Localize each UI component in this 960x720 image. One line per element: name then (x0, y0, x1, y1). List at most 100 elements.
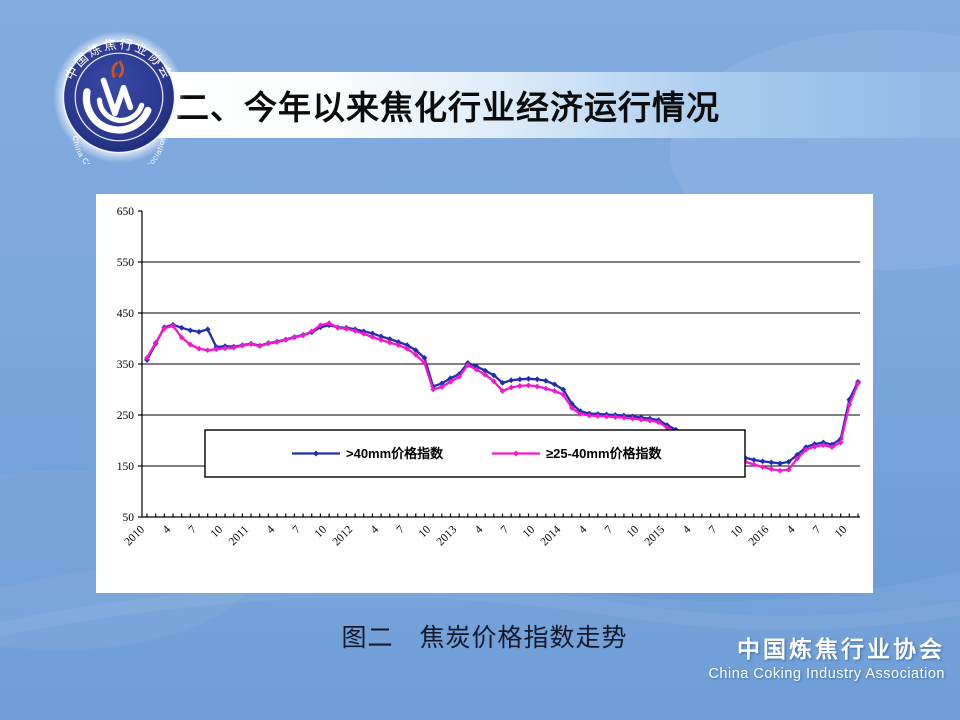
x-tick-label: 7 (707, 523, 720, 536)
data-point-marker (291, 334, 298, 341)
data-point-marker (187, 327, 194, 334)
data-point-marker (369, 330, 376, 337)
x-tick-label: 10 (729, 523, 746, 540)
data-point-marker (785, 459, 792, 465)
data-point-marker (551, 388, 558, 394)
data-point-marker (490, 378, 497, 385)
data-point-marker (516, 376, 523, 383)
data-point-marker (430, 386, 437, 393)
data-point-marker (256, 343, 263, 350)
data-point-marker (785, 466, 792, 473)
logo-emblem (82, 60, 152, 134)
data-point-marker (499, 379, 506, 386)
data-point-marker (161, 325, 168, 332)
x-tick-label: 4 (473, 523, 486, 536)
legend-label: >40mm价格指数 (346, 446, 444, 461)
x-tick-label: 10 (833, 523, 850, 540)
data-point-marker (404, 345, 411, 352)
data-point-marker (603, 413, 610, 420)
legend: >40mm价格指数 ≥25-40mm价格指数 (204, 429, 746, 478)
data-point-marker (525, 382, 532, 389)
slide-title: 二、今年以来焦化行业经济运行情况 (176, 91, 720, 127)
y-tick-label: 450 (117, 308, 135, 320)
x-tick-label: 7 (811, 523, 824, 536)
data-point-marker (629, 415, 636, 422)
data-point-marker (412, 347, 419, 354)
data-point-marker (178, 324, 185, 331)
figure-caption: 图二 焦炭价格指数走势 (341, 625, 628, 652)
data-point-marker (421, 360, 428, 366)
data-point-marker (542, 377, 549, 384)
legend-marker (513, 450, 519, 457)
series-1 (144, 320, 861, 474)
data-point-marker (516, 383, 523, 389)
data-point-marker (482, 367, 489, 374)
data-point-marker (777, 460, 783, 467)
data-point-marker (759, 458, 766, 465)
data-point-marker (352, 327, 358, 334)
data-point-marker (594, 413, 601, 419)
data-point-marker (751, 461, 757, 468)
data-point-marker (829, 444, 835, 451)
y-tick-label: 150 (117, 461, 135, 473)
data-point-marker (438, 384, 445, 390)
logo-flame (111, 60, 124, 78)
legend-marker (313, 450, 319, 457)
x-tick-label: 7 (395, 523, 408, 536)
data-point-marker (568, 404, 575, 411)
data-point-marker (144, 354, 150, 361)
data-point-marker (204, 326, 211, 333)
data-point-marker (542, 385, 549, 392)
data-point-marker (811, 443, 818, 450)
data-point-marker (404, 342, 411, 349)
x-tick-label: 10 (625, 523, 642, 540)
data-point-marker (204, 347, 211, 354)
y-tick-label: 50 (123, 512, 135, 524)
data-point-marker (759, 464, 766, 470)
data-point-marker (213, 346, 220, 353)
wave-line (0, 583, 960, 637)
data-point-marker (326, 320, 332, 327)
x-tick-label: 10 (417, 523, 434, 540)
data-point-marker (820, 442, 827, 448)
x-tick-label: 2010 (122, 523, 147, 548)
x-tick-labels: 2010 4 7 10 2011 4 7 10 2012 4 7 10 2013 4 7 10 2014 4 7 10… (122, 523, 849, 548)
x-tick-label: 2011 (227, 523, 252, 548)
data-point-marker (265, 340, 272, 347)
x-tick-label: 4 (681, 523, 694, 536)
x-tick-label: 10 (313, 523, 330, 540)
data-point-marker (412, 351, 419, 358)
footer-org-en: China Coking Industry Association (708, 666, 945, 682)
x-tick-label: 7 (603, 523, 616, 536)
data-point-marker (490, 372, 497, 379)
association-logo: 中国炼焦行业协会 China Coking Industry Associati… (52, 30, 186, 181)
x-tick-label: 10 (521, 523, 538, 540)
footer-org-zh: 中国炼焦行业协会 (737, 637, 945, 662)
logo-svg: 中国炼焦行业协会 China Coking Industry Associati… (53, 31, 185, 181)
data-point-marker (308, 328, 315, 335)
x-tick-label: 4 (369, 523, 382, 536)
data-point-marker (317, 322, 324, 329)
data-point-marker (508, 377, 515, 384)
data-point-marker (369, 334, 376, 340)
data-point-marker (655, 419, 662, 426)
data-point-marker (421, 354, 428, 361)
data-point-marker (343, 325, 350, 332)
y-tick-label: 350 (117, 359, 135, 371)
data-point-marker (837, 439, 844, 446)
data-point-marker (378, 337, 385, 343)
x-tick-label: 4 (785, 523, 798, 536)
data-point-marker (196, 328, 202, 335)
data-point-marker (248, 341, 254, 348)
data-point-marker (586, 412, 593, 419)
data-point-marker (499, 388, 506, 394)
data-point-marker (525, 375, 532, 382)
data-point-marker (395, 342, 402, 349)
data-point-marker (551, 381, 558, 388)
data-point-marker (568, 400, 575, 407)
data-point-marker (647, 417, 653, 424)
data-point-marker (751, 456, 757, 463)
data-point-marker (386, 336, 393, 342)
